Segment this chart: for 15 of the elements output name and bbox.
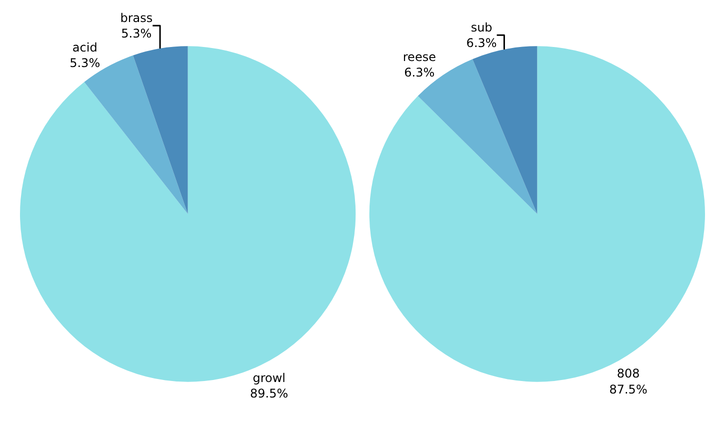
data-label: 89.5% (250, 386, 288, 401)
data-label: 5.3% (121, 26, 152, 40)
pie-slice (133, 46, 188, 214)
slice-label: reese (402, 50, 436, 64)
slice-label: growl (252, 371, 286, 386)
data-label: 87.5% (609, 382, 648, 396)
data-label: 6.3% (404, 65, 435, 80)
slice-label: sub (470, 20, 492, 34)
pie-slice (472, 46, 538, 214)
pie-slice (369, 46, 705, 382)
slice-label: 808 (616, 366, 640, 381)
slice-label: acid (72, 40, 98, 54)
data-label: 5.3% (70, 56, 100, 70)
slice-label: brass (120, 10, 153, 25)
data-label: 6.3% (466, 36, 497, 50)
